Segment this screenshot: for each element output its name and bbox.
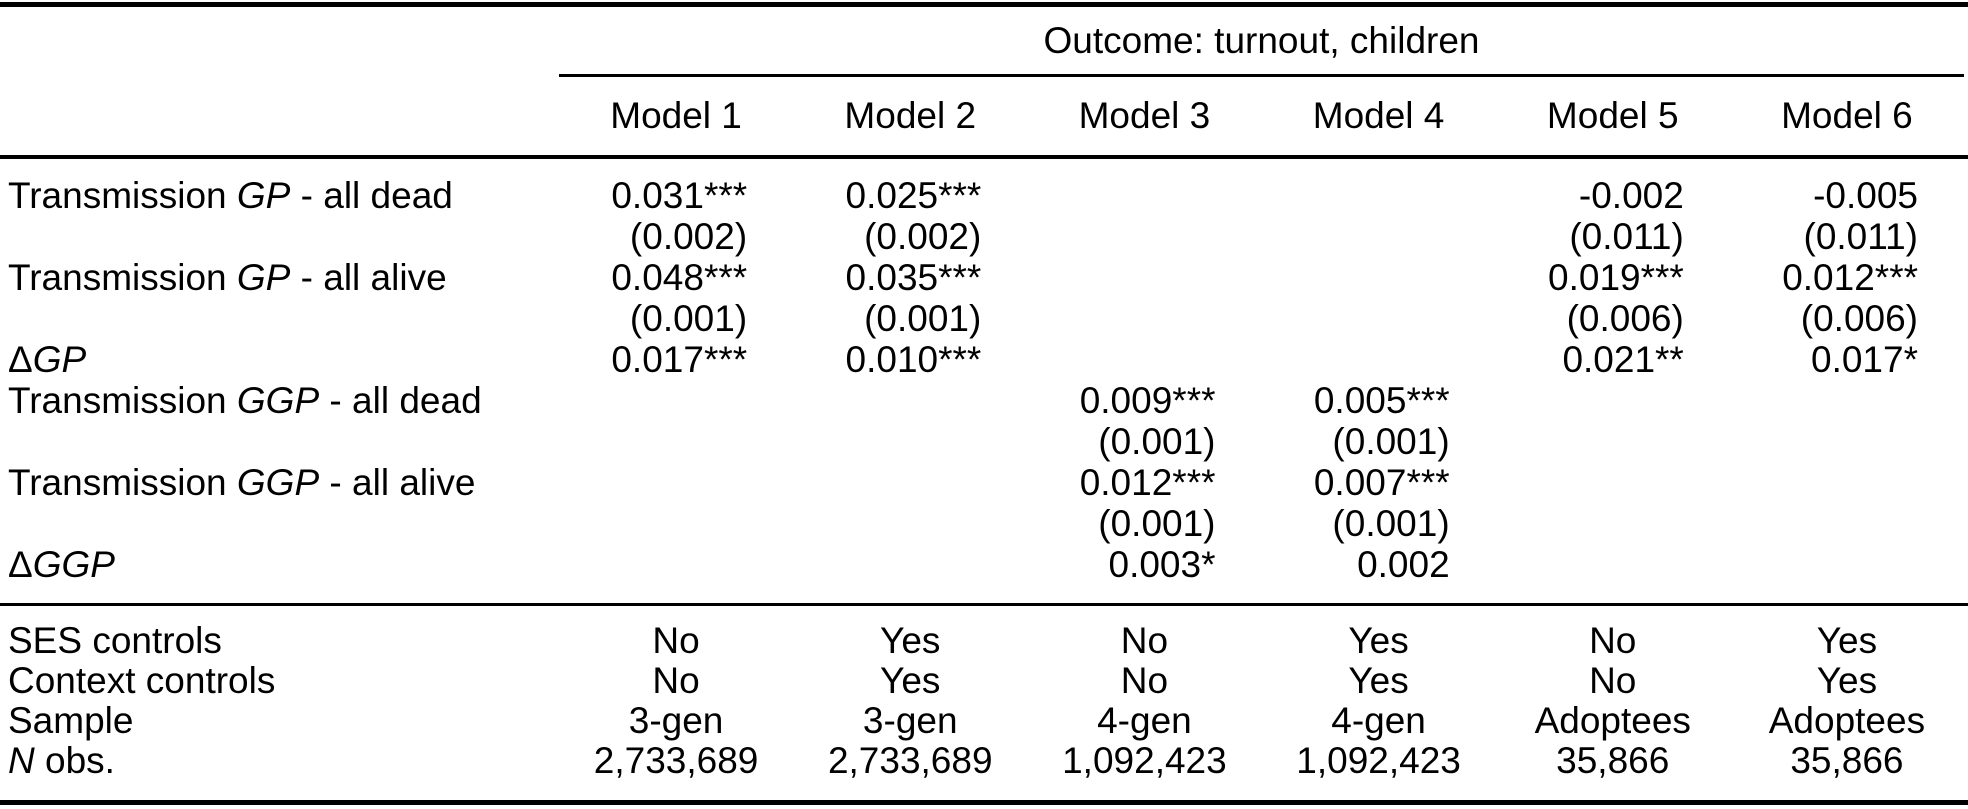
row-label: ΔGGP: [8, 544, 115, 585]
column-header-model-3: Model 3: [1078, 95, 1211, 136]
cell: No: [652, 660, 700, 701]
cell: 0.007***: [1313, 462, 1450, 503]
cell: 35,866: [1556, 740, 1670, 781]
cell: 0.009***: [1079, 380, 1216, 421]
cell: 0.017*: [1811, 339, 1918, 380]
top-rule: [0, 2, 1968, 7]
cell: No: [1120, 660, 1169, 701]
cell: 0.005***: [1313, 380, 1450, 421]
cell: Yes: [1816, 620, 1878, 661]
cell: (0.002): [864, 216, 982, 257]
row-label: Transmission GGP - all dead: [8, 380, 482, 421]
cell: 2,733,689: [827, 740, 993, 781]
table-row: (0.002) (0.002) (0.011) (0.011): [0, 216, 1968, 257]
cell: (0.001): [1098, 503, 1216, 544]
table-row: Transmission GGP - all dead 0.009*** 0.005…: [0, 380, 1968, 421]
bottom-rule: [0, 800, 1968, 805]
coefficients-section: Transmission GP - all dead 0.031*** 0.025*…: [0, 159, 1968, 585]
mid-rule: [0, 603, 1968, 606]
cell: (0.001): [1332, 503, 1450, 544]
cell: 0.012***: [1782, 257, 1918, 298]
cell: 0.002: [1357, 544, 1450, 585]
table-row: SES controls No Yes No Yes No Yes: [0, 621, 1968, 661]
cell: Yes: [880, 620, 941, 661]
cell: 0.010***: [845, 339, 982, 380]
cell: (0.011): [1803, 216, 1919, 257]
cell: 4-gen: [1331, 700, 1426, 741]
cell: 0.025***: [845, 175, 982, 216]
cell: 35,866: [1790, 740, 1904, 781]
column-header-model-5: Model 5: [1546, 95, 1679, 136]
cell: Yes: [880, 660, 941, 701]
table-row: (0.001) (0.001): [0, 503, 1968, 544]
cell: (0.001): [1098, 421, 1216, 462]
cell: Yes: [1348, 620, 1409, 661]
model-header-row: Model 1 Model 2 Model 3 Model 4 Model 5 Model…: [0, 77, 1968, 155]
column-header-model-1: Model 1: [610, 95, 742, 136]
cell: No: [1589, 660, 1637, 701]
table-row: ΔGGP 0.003* 0.002: [0, 544, 1968, 585]
cell: (0.011): [1569, 216, 1684, 257]
cell: 0.019***: [1548, 257, 1684, 298]
cell: (0.001): [864, 298, 982, 339]
table-row: Transmission GGP - all alive 0.012*** 0.00…: [0, 462, 1968, 503]
cell: 0.003*: [1108, 544, 1216, 585]
outcome-header: Outcome: turnout, children: [559, 7, 1964, 77]
row-label: Transmission GP - all dead: [8, 175, 453, 216]
row-label: Transmission GP - all alive: [8, 257, 447, 298]
cell: 3-gen: [628, 700, 724, 741]
cell: 1,092,423: [1296, 740, 1461, 781]
cell: -0.002: [1578, 175, 1684, 216]
cell: 0.035***: [845, 257, 982, 298]
cell: Yes: [1816, 660, 1878, 701]
table-row: Sample 3-gen 3-gen 4-gen 4-gen Adoptees Adopte…: [0, 701, 1968, 741]
cell: 0.017***: [611, 339, 748, 380]
row-label: Sample: [8, 700, 134, 741]
cell: 1,092,423: [1062, 740, 1227, 781]
cell: Adoptees: [1768, 700, 1926, 741]
cell: 4-gen: [1097, 700, 1192, 741]
cell: No: [1589, 620, 1637, 661]
table-row: Transmission GP - all dead 0.031*** 0.025*…: [0, 175, 1968, 216]
cell: 0.031***: [611, 175, 748, 216]
row-label: ΔGP: [8, 339, 87, 380]
row-label: Transmission GGP - all alive: [8, 462, 476, 503]
model-info-section: SES controls No Yes No Yes No Yes Context contr…: [0, 606, 1968, 781]
cell: Yes: [1348, 660, 1409, 701]
cell: (0.002): [629, 216, 748, 257]
cell: 0.021**: [1562, 339, 1684, 380]
cell: (0.006): [1800, 298, 1918, 339]
column-header-model-2: Model 2: [844, 95, 977, 136]
table-row: Transmission GP - all alive 0.048*** 0.035…: [0, 257, 1968, 298]
cell: (0.001): [1332, 421, 1450, 462]
cell: 3-gen: [862, 700, 958, 741]
cell: 0.048***: [611, 257, 748, 298]
cell: (0.006): [1566, 298, 1684, 339]
cell: Adoptees: [1534, 700, 1691, 741]
row-label: Context controls: [8, 660, 276, 701]
table-row: (0.001) (0.001): [0, 421, 1968, 462]
cell: No: [652, 620, 700, 661]
cell: -0.005: [1813, 175, 1918, 216]
column-header-model-6: Model 6: [1781, 95, 1913, 136]
table-row: Context controls No Yes No Yes No Yes: [0, 661, 1968, 701]
cell: (0.001): [629, 298, 748, 339]
table-row: (0.001) (0.001) (0.006) (0.006): [0, 298, 1968, 339]
outcome-header-row: Outcome: turnout, children: [0, 7, 1968, 77]
table-row: ΔGP 0.017*** 0.010*** 0.021** 0.017*: [0, 339, 1968, 380]
cell: 2,733,689: [593, 740, 759, 781]
column-header-model-4: Model 4: [1312, 95, 1445, 136]
table-row: N obs. 2,733,689 2,733,689 1,092,423 1,092,4…: [0, 741, 1968, 781]
cell: No: [1120, 620, 1169, 661]
cell: 0.012***: [1079, 462, 1216, 503]
header-rule: [0, 155, 1968, 159]
row-label: SES controls: [8, 620, 222, 661]
row-label: N obs.: [8, 740, 115, 781]
